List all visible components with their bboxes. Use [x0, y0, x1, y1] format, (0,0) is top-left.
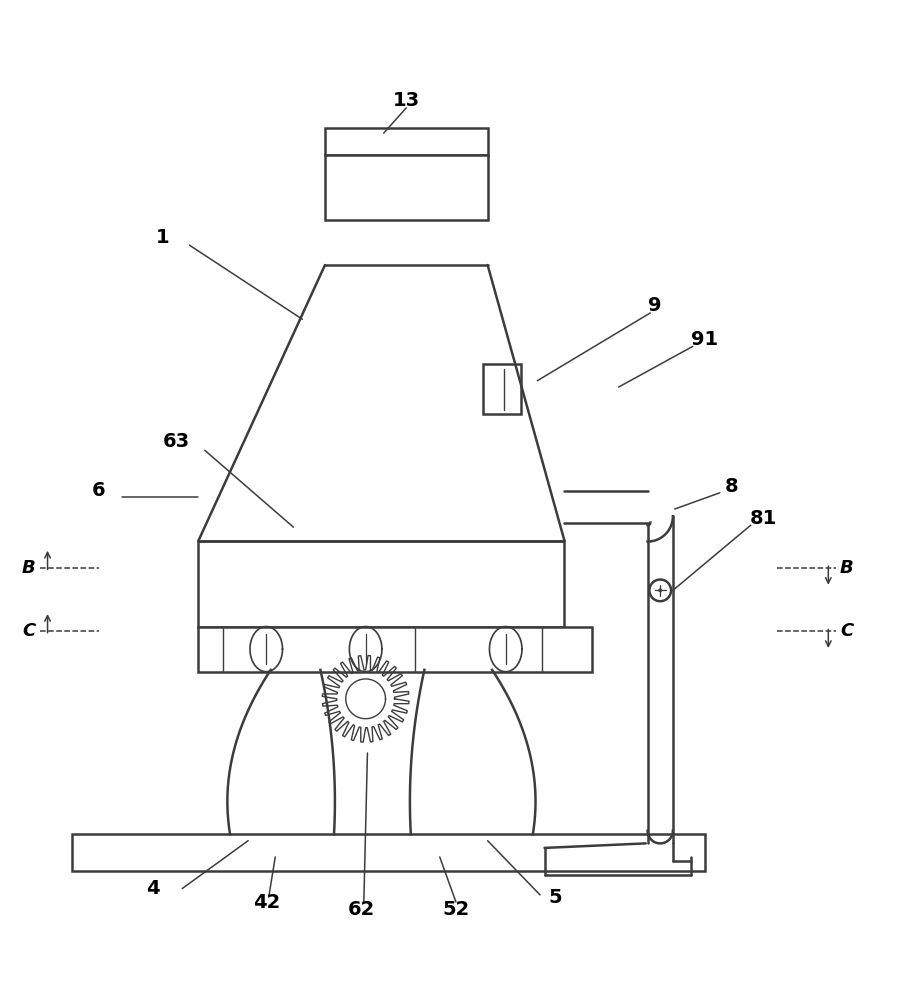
- Bar: [72, 834, 703, 871]
- Text: 13: 13: [393, 91, 419, 110]
- Text: B: B: [22, 559, 36, 577]
- Text: C: C: [839, 622, 853, 640]
- Text: 4: 4: [147, 879, 160, 898]
- Text: 62: 62: [347, 900, 374, 919]
- Bar: [199, 541, 564, 627]
- Text: 81: 81: [749, 509, 776, 528]
- Text: 8: 8: [724, 477, 738, 496]
- Text: 1: 1: [155, 228, 169, 247]
- Bar: [483, 364, 520, 414]
- Text: 63: 63: [162, 432, 189, 451]
- Text: 52: 52: [442, 900, 469, 919]
- Circle shape: [658, 589, 661, 592]
- Text: 9: 9: [648, 296, 660, 315]
- Text: B: B: [839, 559, 853, 577]
- Text: C: C: [23, 622, 36, 640]
- Text: 91: 91: [691, 330, 717, 349]
- Bar: [324, 155, 487, 220]
- Bar: [324, 128, 487, 155]
- Text: 42: 42: [252, 893, 280, 912]
- Bar: [199, 627, 591, 672]
- Text: 6: 6: [92, 481, 106, 500]
- Text: 5: 5: [548, 888, 561, 907]
